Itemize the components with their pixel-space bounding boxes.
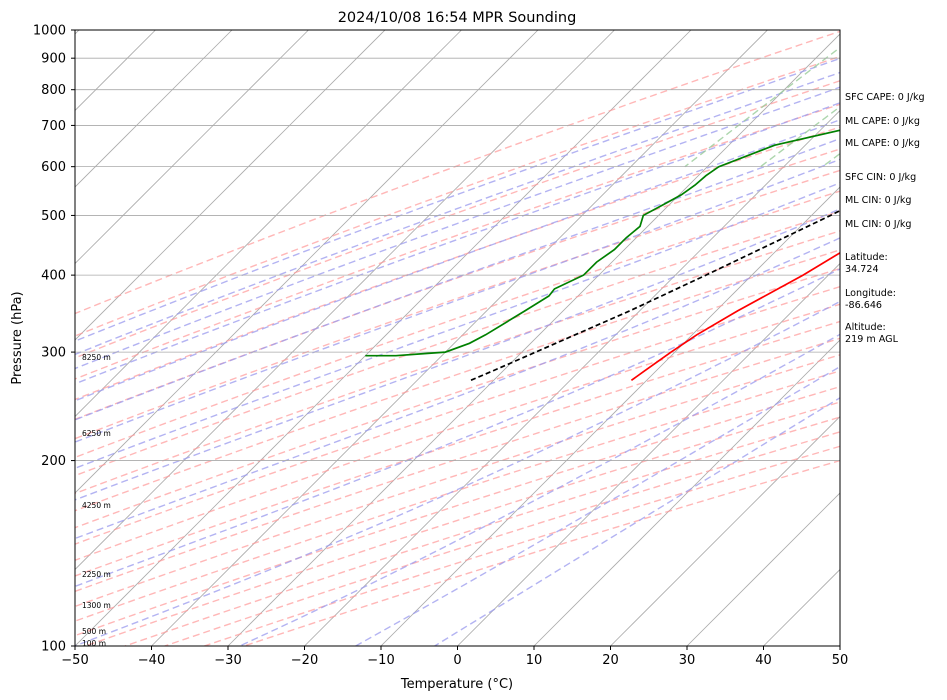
isotherm-line	[151, 30, 768, 646]
isotherm-line	[75, 30, 539, 494]
ml-cape-text-2: ML CAPE: 0 J/kg	[845, 138, 920, 149]
dry-adiabat-line	[75, 320, 840, 577]
altitude-label: Altitude:	[845, 322, 886, 333]
moist-adiabat-line	[75, 182, 840, 470]
isotherm-line	[0, 30, 3, 646]
dry-adiabat-line	[75, 210, 840, 477]
y-tick-label: 700	[41, 119, 66, 134]
height-label-2250: 2250 m	[82, 570, 111, 579]
y-tick-label: 400	[41, 269, 66, 284]
isotherm-line	[917, 30, 947, 646]
y-tick-label: 200	[41, 454, 66, 469]
x-tick-label: 20	[602, 653, 619, 668]
height-label-500: 500 m	[82, 627, 106, 636]
moist-adiabat-line	[75, 71, 840, 356]
dry-adiabat-line	[75, 30, 840, 315]
chart-title: 2024/10/08 16:54 MPR Sounding	[338, 10, 577, 26]
latitude-label: Latitude:	[845, 252, 888, 263]
height-label-100: 100 m	[82, 639, 106, 648]
ml-cin-text-2: ML CIN: 0 J/kg	[845, 219, 912, 230]
moist-adiabat-line	[75, 158, 840, 443]
moist-adiabat-line	[75, 137, 840, 421]
mixing-ratio-line	[684, 46, 840, 168]
dry-adiabat-line	[75, 80, 840, 359]
isotherm-line	[227, 33, 840, 646]
isotherm-line	[610, 415, 840, 646]
isotherm-line	[533, 339, 840, 646]
y-axis-label: Pressure (hPa)	[10, 291, 25, 384]
x-tick-label: −20	[291, 653, 318, 668]
moist-adiabat-line	[75, 208, 840, 501]
pressure-gridlines	[75, 57, 840, 461]
isotherm-line	[75, 30, 692, 646]
dry-adiabat-line	[75, 370, 840, 622]
x-tick-label: 30	[679, 653, 696, 668]
isotherm-line	[75, 30, 309, 265]
dry-adiabat-line	[75, 169, 840, 440]
dry-adiabat-line	[75, 190, 840, 459]
moist-adiabat-line	[75, 102, 840, 385]
dry-adiabat-line	[75, 337, 840, 593]
isotherm-line	[380, 186, 840, 646]
dry-adiabat-line	[75, 303, 840, 562]
ml-cin-text: ML CIN: 0 J/kg	[845, 195, 912, 206]
x-tick-label: 40	[755, 653, 772, 668]
x-tick-label: −40	[138, 653, 165, 668]
background-lines	[0, 30, 947, 646]
isotherm-line	[686, 492, 840, 646]
dry-adiabat-line	[204, 445, 840, 646]
x-tick-label: −50	[61, 653, 88, 668]
latitude-value: 34.724	[845, 264, 879, 275]
height-label-4250: 4250 m	[82, 501, 111, 510]
height-label-1300: 1300 m	[82, 601, 111, 610]
sfc-cape-text: SFC CAPE: 0 J/kg	[845, 92, 925, 103]
longitude-label: Longitude:	[845, 288, 896, 299]
profile-lines	[365, 129, 840, 382]
isotherm-line	[457, 262, 840, 646]
dewpoint-profile-line	[365, 129, 840, 357]
x-tick-label: 50	[832, 653, 849, 668]
moist-adiabat-line	[75, 86, 840, 370]
ml-cape-text: ML CAPE: 0 J/kg	[845, 116, 920, 127]
isotherm-line	[75, 30, 615, 571]
isotherm-line	[75, 30, 386, 341]
isotherm-line	[75, 30, 462, 418]
x-axis-label: Temperature (°C)	[400, 677, 513, 692]
altitude-value: 219 m AGL	[845, 334, 898, 345]
dry-adiabat-line	[75, 385, 840, 637]
moist-adiabat-line	[75, 268, 840, 588]
dry-adiabat-line	[75, 55, 840, 337]
longitude-value: -86.646	[845, 300, 883, 311]
dry-adiabat-line	[85, 401, 840, 646]
y-tick-label: 100	[41, 640, 66, 655]
y-tick-label: 900	[41, 52, 66, 67]
isotherm-line	[304, 109, 840, 646]
dry-adiabat-line	[243, 459, 840, 646]
y-tick-label: 600	[41, 160, 66, 175]
x-tick-label: 10	[526, 653, 543, 668]
dry-adiabat-line	[164, 431, 840, 646]
height-labels: 8250 m 6250 m 4250 m 2250 m 1300 m 500 m…	[82, 353, 111, 648]
dry-adiabat-line	[75, 230, 840, 495]
height-label-8250: 8250 m	[82, 353, 111, 362]
sfc-cin-text: SFC CIN: 0 J/kg	[845, 172, 917, 183]
x-tick-label: 0	[453, 653, 461, 668]
temperature-profile-line	[630, 251, 840, 381]
parcel-path-line	[470, 209, 840, 382]
x-tick-label: −30	[214, 653, 241, 668]
y-tick-label: 500	[41, 209, 66, 224]
moist-adiabat-line	[75, 119, 840, 402]
moist-adiabat-line	[75, 57, 840, 342]
y-tick-label: 300	[41, 346, 66, 361]
y-tick-label: 800	[41, 83, 66, 98]
mixing-ratio-line	[760, 105, 840, 168]
y-tick-label: 1000	[33, 24, 66, 39]
height-label-6250: 6250 m	[82, 429, 111, 438]
isotherm-line	[75, 30, 233, 188]
x-tick-label: −10	[367, 653, 394, 668]
dry-adiabat-line	[75, 285, 840, 545]
